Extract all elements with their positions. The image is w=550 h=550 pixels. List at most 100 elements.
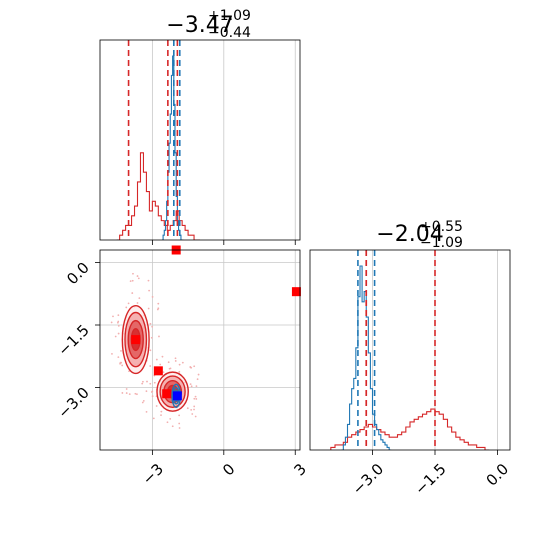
scatter-sample-point <box>141 401 144 404</box>
scatter-sample-point <box>147 307 150 310</box>
title-param-1-minus: −0.44 <box>208 25 251 41</box>
scatter-sample-point <box>168 367 171 370</box>
scatter-sample-point <box>137 277 140 280</box>
scatter-sample-point <box>131 279 134 282</box>
scatter-sample-point <box>149 382 152 385</box>
scatter-sample-point <box>174 360 177 362</box>
scatter-sample-point <box>138 297 141 300</box>
scatter-sample-point <box>158 335 160 338</box>
scatter-sample-point <box>167 361 170 364</box>
scatter-sample-point <box>152 417 155 420</box>
scatter-y-tick-label: −3.0 <box>54 384 92 422</box>
scatter-sample-point <box>193 397 196 400</box>
scatter-sample-point <box>119 362 121 365</box>
scatter-sample-point <box>148 289 151 292</box>
scatter-sample-point <box>157 302 160 305</box>
title-param-2-plus: +0.55 <box>420 219 463 235</box>
hist2-x-tick-label: 0.0 <box>483 460 513 490</box>
scatter-sample-point <box>125 388 128 390</box>
scatter-sample-point <box>128 393 131 395</box>
scatter-sample-point <box>117 332 120 335</box>
scatter-sample-point <box>189 366 192 369</box>
title-param-2-median: −2.04 <box>376 222 443 247</box>
scatter-sample-point <box>112 315 114 318</box>
scatter-sample-point <box>193 405 196 408</box>
scatter-sample-point <box>111 352 113 355</box>
histogram-param-2-panel: −3.0 −1.5 0.0 <box>309 249 513 499</box>
scatter-sample-point <box>195 385 198 387</box>
title-param-2-minus: −1.09 <box>420 235 463 251</box>
scatter-sample-point <box>142 380 144 383</box>
scatter-sample-point <box>160 410 163 413</box>
scatter-sample-point <box>169 418 172 420</box>
joint-density-contours <box>110 272 200 429</box>
panel-frame <box>309 249 511 451</box>
scatter-sample-point <box>128 370 130 373</box>
scatter-sample-point <box>117 325 120 327</box>
scatter-sample-point <box>193 408 195 411</box>
histogram-param-1-panel <box>99 39 301 245</box>
scatter-sample-point <box>117 314 120 317</box>
scatter-sample-point <box>193 365 196 368</box>
scatter-sample-point <box>121 392 124 394</box>
scatter-sample-point <box>171 425 174 428</box>
scatter-sample-point <box>174 357 177 360</box>
marker-red-2 <box>291 287 301 297</box>
scatter-sample-point <box>190 408 193 411</box>
scatter-sample-point <box>117 320 120 323</box>
scatter-sample-point <box>131 292 134 294</box>
scatter-sample-point <box>160 414 162 417</box>
scatter-sample-point <box>117 356 120 358</box>
scatter-sample-point <box>150 336 153 339</box>
panel-frame <box>99 249 301 451</box>
scatter-sample-point <box>166 421 169 424</box>
scatter-sample-point <box>120 350 122 352</box>
scatter-sample-point <box>147 279 150 282</box>
scatter-sample-point <box>142 399 145 402</box>
scatter-sample-point <box>129 280 132 283</box>
panel-frame <box>99 39 301 241</box>
scatter-x-tick-label: −3 <box>139 460 167 488</box>
scatter-y-tick-label: 0.0 <box>63 259 93 289</box>
scatter-x-tick-label: 3 <box>291 460 310 479</box>
title-param-2: −2.04 <box>376 222 443 247</box>
scatter-sample-point <box>178 422 181 425</box>
scatter-sample-point <box>178 414 181 417</box>
scatter-sample-point <box>149 349 152 352</box>
scatter-sample-point <box>190 385 193 388</box>
scatter-sample-point <box>178 427 181 429</box>
title-param-1: −3.47 <box>166 13 233 38</box>
scatter-sample-point <box>151 325 154 328</box>
marker-red-4 <box>153 366 163 376</box>
scatter-sample-point <box>162 371 165 373</box>
scatter-sample-point <box>150 391 153 393</box>
scatter-sample-point <box>127 302 130 305</box>
hist1-red-series <box>116 152 200 240</box>
marker-red-5 <box>162 389 172 399</box>
scatter-sample-point <box>149 322 152 325</box>
joint-density-panel: −3 0 3 −3.0 −1.5 0.0 <box>54 245 310 488</box>
title-param-1-median: −3.47 <box>166 13 233 38</box>
scatter-sample-point <box>153 381 156 384</box>
scatter-sample-point <box>149 365 152 367</box>
scatter-sample-point <box>141 382 144 385</box>
scatter-sample-point <box>159 363 162 366</box>
scatter-sample-point <box>197 373 200 376</box>
scatter-sample-point <box>121 364 124 367</box>
marker-blue-6 <box>172 391 182 401</box>
scatter-sample-point <box>145 390 148 393</box>
scatter-sample-point <box>132 272 134 275</box>
scatter-sample-point <box>136 302 139 304</box>
scatter-sample-point <box>186 407 189 410</box>
hist2-x-tick-label: −1.5 <box>411 460 449 498</box>
scatter-sample-point <box>194 395 197 398</box>
scatter-sample-point <box>195 398 198 400</box>
scatter-x-tick-label: 0 <box>219 460 238 479</box>
scatter-sample-point <box>155 358 158 361</box>
marker-red-3 <box>131 335 141 345</box>
hist2-red-series <box>330 408 490 450</box>
scatter-sample-point <box>110 321 113 324</box>
scatter-sample-point <box>178 363 181 366</box>
scatter-sample-point <box>145 410 148 413</box>
